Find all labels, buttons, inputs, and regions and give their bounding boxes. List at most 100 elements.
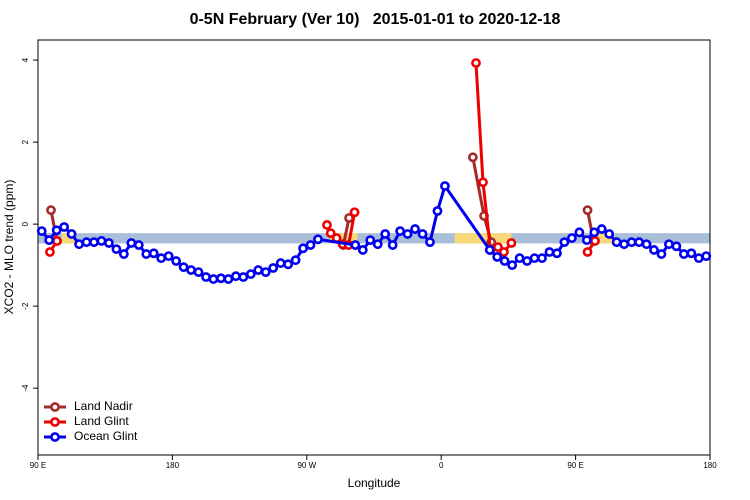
data-point (686, 248, 697, 259)
legend-label: Land Glint (74, 414, 129, 428)
y-tick-label: 4 (21, 57, 30, 62)
data-point (45, 247, 55, 257)
data-point (664, 239, 674, 250)
data-point (322, 220, 332, 230)
legend-marker (50, 402, 60, 412)
data-point (186, 265, 196, 275)
data-point (566, 233, 577, 243)
data-point (96, 236, 107, 246)
plot-frame (37, 39, 711, 456)
data-point (230, 271, 241, 282)
data-point (178, 262, 189, 273)
data-point (537, 253, 547, 264)
data-point (514, 253, 525, 264)
data-point (201, 272, 211, 282)
data-point (478, 177, 488, 188)
data-point (619, 239, 630, 250)
data-point (118, 249, 129, 259)
data-point (260, 267, 271, 278)
data-point (596, 224, 607, 234)
data-point (349, 207, 360, 218)
data-point (467, 152, 478, 163)
data-point (471, 58, 481, 68)
y-tick-label: -4 (21, 384, 30, 392)
data-point (51, 225, 62, 236)
data-point (325, 228, 336, 239)
data-point (81, 237, 92, 248)
data-point (395, 226, 406, 236)
data-point (574, 227, 585, 238)
data-point (59, 222, 70, 232)
data-point (46, 205, 56, 216)
legend-label: Ocean Glint (74, 429, 138, 443)
data-point (611, 237, 622, 248)
data-point (493, 242, 503, 252)
data-point (529, 253, 540, 264)
data-point (499, 256, 510, 266)
data-point (499, 247, 509, 257)
data-point (44, 235, 55, 246)
data-point (387, 240, 398, 250)
series-line (49, 157, 595, 246)
data-point (641, 239, 652, 250)
data-point (701, 251, 712, 262)
data-point (193, 267, 204, 278)
data-point (171, 256, 182, 266)
data-point (626, 237, 637, 248)
y-tick-label: -2 (21, 302, 30, 310)
data-point (380, 229, 391, 239)
data-point (678, 249, 689, 259)
data-point (506, 238, 517, 248)
data-point (268, 263, 279, 273)
x-tick-label: 0 (439, 461, 444, 470)
data-point (290, 255, 301, 266)
data-point (275, 258, 286, 268)
data-point (634, 237, 644, 248)
data-point (111, 244, 122, 255)
data-point (522, 256, 532, 266)
x-tick-label: 180 (703, 461, 717, 470)
data-point (649, 245, 659, 255)
data-point (432, 206, 443, 216)
data-point (410, 224, 420, 234)
data-point (582, 247, 593, 257)
data-point (223, 274, 234, 284)
x-tick-label: 180 (166, 461, 180, 470)
data-point (484, 245, 495, 255)
data-point (104, 238, 114, 248)
data-point (253, 265, 264, 275)
data-point (552, 248, 562, 259)
land-segment (598, 233, 615, 244)
y-tick-label: 0 (21, 221, 30, 226)
chart-title: 0-5N February (Ver 10) 2015-01-01 to 202… (190, 11, 561, 28)
legend-marker (50, 432, 60, 442)
data-point (671, 241, 682, 252)
data-point (693, 253, 704, 264)
data-point (216, 273, 226, 284)
data-point (357, 245, 368, 255)
data-point (589, 227, 600, 238)
data-point (163, 251, 174, 262)
data-point (582, 205, 593, 216)
data-point (283, 259, 294, 270)
y-axis-label: XCO2 - MLO trend (ppm) (2, 180, 16, 315)
data-point (590, 236, 600, 246)
data-point (313, 234, 323, 245)
data-point (507, 260, 518, 271)
data-point (133, 240, 144, 250)
data-point (365, 235, 376, 246)
data-point (148, 248, 159, 259)
data-point (544, 247, 555, 257)
y-tick-label: 2 (21, 139, 30, 144)
legend-label: Land Nadir (74, 399, 133, 413)
data-point (581, 235, 592, 246)
data-point (245, 269, 256, 280)
data-point (372, 239, 383, 250)
x-tick-label: 90 W (297, 461, 316, 470)
data-point (656, 249, 667, 259)
data-point (440, 181, 450, 191)
legend-marker (50, 417, 60, 427)
data-point (305, 240, 316, 250)
data-point (559, 237, 570, 248)
x-tick-label: 90 E (567, 461, 583, 470)
